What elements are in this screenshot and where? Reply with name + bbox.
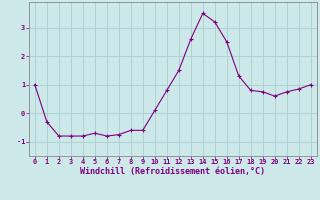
X-axis label: Windchill (Refroidissement éolien,°C): Windchill (Refroidissement éolien,°C) [80, 167, 265, 176]
